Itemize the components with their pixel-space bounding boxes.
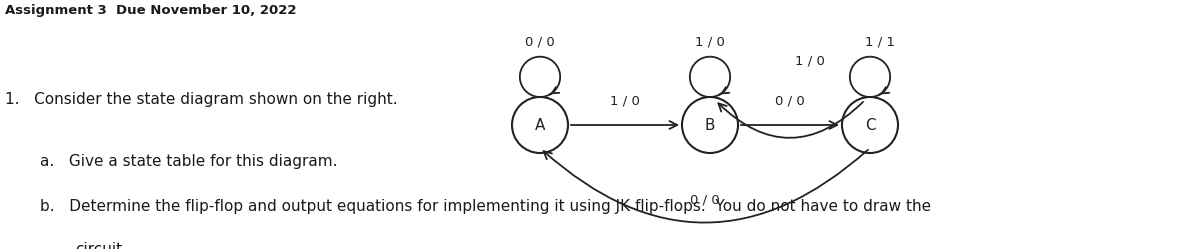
- Text: b.   Determine the flip-flop and output equations for implementing it using JK f: b. Determine the flip-flop and output eq…: [40, 199, 931, 214]
- Text: 1.   Consider the state diagram shown on the right.: 1. Consider the state diagram shown on t…: [5, 92, 397, 107]
- Text: A: A: [535, 118, 545, 132]
- Text: C: C: [865, 118, 875, 132]
- Text: a.   Give a state table for this diagram.: a. Give a state table for this diagram.: [40, 154, 337, 169]
- Text: B: B: [704, 118, 715, 132]
- Text: 1 / 0: 1 / 0: [796, 54, 824, 67]
- Text: 0 / 0: 0 / 0: [690, 193, 720, 206]
- Text: 1 / 1: 1 / 1: [865, 36, 895, 49]
- Text: 0 / 0: 0 / 0: [775, 94, 805, 107]
- Text: 0 / 0: 0 / 0: [526, 36, 554, 49]
- Text: 1 / 0: 1 / 0: [695, 36, 725, 49]
- Text: 1 / 0: 1 / 0: [610, 94, 640, 107]
- Text: Assignment 3  Due November 10, 2022: Assignment 3 Due November 10, 2022: [5, 4, 296, 17]
- Text: circuit: circuit: [74, 242, 122, 249]
